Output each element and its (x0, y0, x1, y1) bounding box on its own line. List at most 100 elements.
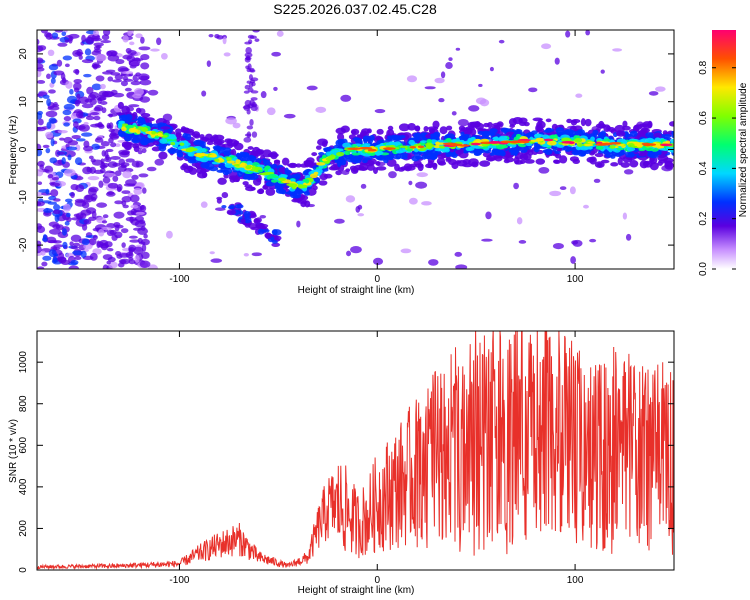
noise-blob (139, 260, 151, 268)
noise-blob (88, 186, 99, 193)
noise-blob (64, 221, 70, 226)
ridge-halo-blob (580, 118, 586, 127)
noise-blob (50, 138, 55, 147)
noise-blob (374, 108, 386, 114)
noise-blob (76, 216, 82, 220)
noise-blob (92, 30, 100, 36)
noise-blob (559, 186, 567, 190)
noise-blob (37, 110, 43, 116)
colorbar-ticks: 0.0 0.2 0.4 0.6 0.8 (698, 60, 736, 276)
noise-blob (210, 258, 223, 263)
ridge-peak-blob (367, 148, 377, 152)
noise-blob (47, 173, 54, 179)
ridge-outer-blob (248, 176, 257, 181)
ridge-outer-blob (137, 116, 143, 123)
noise-blob (46, 121, 52, 129)
ridge-halo-blob (335, 127, 347, 135)
ridge-outer-blob (592, 129, 599, 135)
branch-blob (271, 242, 281, 247)
ridge-mid-blob (434, 148, 444, 152)
ridge-core-blob (627, 143, 635, 148)
branch-blob (253, 218, 261, 224)
noise-blob (37, 118, 44, 126)
noise-blob (50, 77, 56, 84)
ridge-halo-blob (318, 180, 328, 186)
noise-blob (110, 89, 118, 95)
noise-blob (37, 126, 47, 132)
noise-blob (541, 43, 552, 50)
ridge-halo-blob (483, 122, 490, 128)
ridge-halo-blob (193, 133, 201, 139)
noise-blob (52, 209, 61, 215)
noise-blob (113, 211, 125, 219)
noise-blob (249, 69, 256, 73)
ridge-core-blob (472, 140, 480, 144)
noise-blob (148, 264, 158, 269)
noise-blob (108, 261, 118, 269)
ridge-outer-blob (671, 130, 674, 136)
noise-blob (73, 78, 83, 84)
noise-blob (306, 85, 318, 91)
spectrogram-y-label: Frequency (Hz) (8, 116, 19, 185)
noise-blob (85, 115, 95, 121)
noise-blob (73, 121, 79, 128)
noise-blob (58, 256, 67, 264)
noise-blob (448, 57, 453, 61)
ridge-halo-blob (535, 158, 546, 165)
ridge-halo-blob (311, 152, 318, 157)
ridge-halo-blob (201, 171, 208, 179)
ridge-core-blob (435, 142, 446, 145)
ridge-outer-blob (554, 150, 562, 155)
noise-blob (123, 183, 136, 187)
noise-blob (140, 62, 150, 70)
ridge-outer-blob (508, 147, 516, 154)
ridge-outer-blob (399, 152, 406, 160)
ridge-halo-blob (428, 128, 436, 134)
branch-blob (264, 232, 272, 239)
ridge-halo-blob (545, 118, 552, 123)
ridge-halo-blob (436, 157, 446, 166)
noise-blob (139, 79, 152, 86)
noise-blob (40, 30, 49, 34)
noise-blob (53, 198, 61, 202)
noise-blob (37, 201, 42, 206)
noise-blob (39, 164, 44, 171)
noise-blob (388, 171, 397, 179)
ridge-outer-blob (224, 151, 231, 157)
ridge-outer-blob (204, 163, 215, 170)
noise-blob (141, 251, 150, 260)
noise-blob (110, 156, 121, 160)
noise-blob (100, 40, 112, 44)
noise-blob (123, 78, 134, 82)
noise-blob (72, 242, 81, 247)
spectrogram-x-label: Height of straight line (km) (298, 285, 415, 296)
colorbar: 0.0 0.2 0.4 0.6 0.8 Normalized spectral ampl… (698, 30, 749, 276)
noise-blob (45, 148, 51, 154)
noise-blob (122, 170, 132, 179)
noise-blob (249, 35, 257, 39)
noise-blob (63, 203, 71, 212)
noise-blob (133, 187, 143, 195)
ridge-outer-blob (594, 152, 604, 158)
ridge-outer-blob (304, 191, 310, 196)
ridge-outer-blob (597, 133, 604, 137)
noise-blob (42, 255, 52, 261)
noise-blob (89, 98, 97, 105)
ridge-outer-blob (216, 169, 225, 173)
noise-blob (104, 172, 116, 177)
noise-blob (49, 157, 58, 164)
ridge-outer-blob (222, 147, 232, 153)
ridge-halo-blob (620, 162, 630, 168)
ridge-mid-blob (199, 156, 209, 163)
ridge-halo-blob (400, 166, 409, 171)
ridge-peak-blob (561, 141, 575, 144)
ridge-core-blob (535, 137, 544, 142)
ridge-core-blob (609, 144, 616, 149)
noise-blob (108, 113, 113, 118)
ridge-halo-blob (281, 157, 290, 166)
noise-blob (250, 77, 259, 82)
ridge-outer-blob (556, 147, 562, 152)
ridge-mid-blob (640, 138, 649, 143)
noise-blob (37, 198, 44, 202)
noise-blob (334, 218, 345, 224)
